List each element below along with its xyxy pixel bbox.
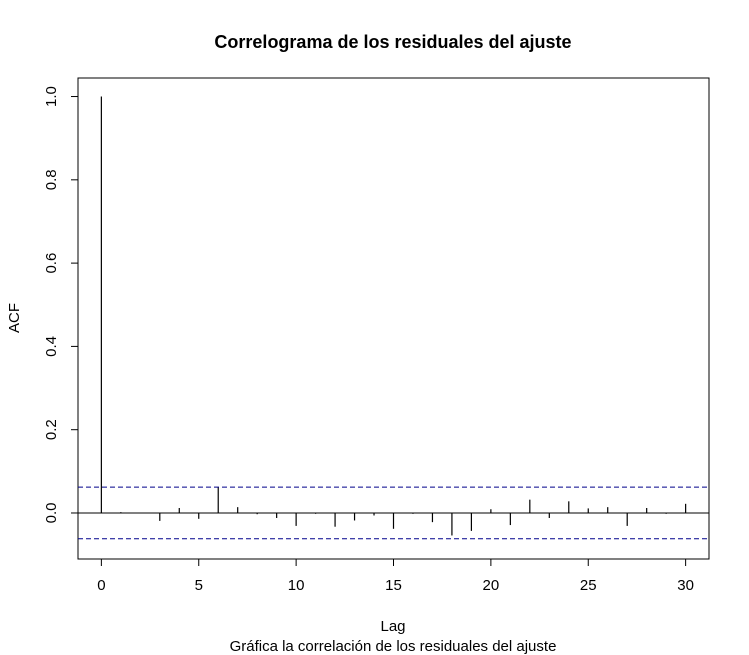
y-tick-label: 0.0 — [43, 503, 60, 524]
acf-bars — [78, 96, 709, 536]
y-tick-label: 0.6 — [43, 253, 60, 274]
x-tick-label: 0 — [97, 577, 105, 594]
x-tick-label: 25 — [580, 577, 597, 594]
x-tick-label: 20 — [483, 577, 500, 594]
y-axis: 0.0 0.2 0.4 0.6 0.8 1.0 — [43, 86, 79, 524]
x-tick-label: 30 — [677, 577, 694, 594]
y-axis-label: ACF — [6, 303, 23, 333]
x-tick-label: 15 — [385, 577, 402, 594]
y-tick-label: 0.4 — [43, 336, 60, 357]
chart-title: Correlograma de los residuales del ajust… — [214, 32, 571, 52]
x-axis: 0 5 10 15 20 25 30 — [97, 558, 694, 594]
confidence-bounds — [78, 486, 709, 540]
x-tick-label: 10 — [288, 577, 305, 594]
y-tick-label: 0.8 — [43, 169, 60, 190]
y-tick-label: 1.0 — [43, 86, 60, 107]
x-tick-label: 5 — [195, 577, 203, 594]
y-tick-label: 0.2 — [43, 419, 60, 440]
x-axis-label: Lag — [380, 618, 405, 635]
chart-subtitle: Gráfica la correlación de los residuales… — [230, 638, 557, 655]
